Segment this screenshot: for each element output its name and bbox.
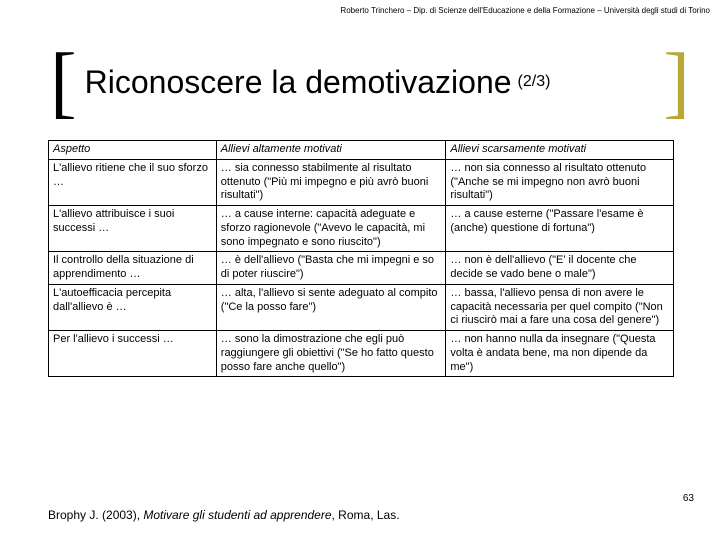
title-container: [ Riconoscere la demotivazione (2/3) ] <box>50 58 690 106</box>
motivation-table: Aspetto Allievi altamente motivati Allie… <box>48 140 674 377</box>
cell-high: … sono la dimostrazione che egli può rag… <box>216 331 446 377</box>
bracket-right-icon: ] <box>663 58 690 106</box>
table-row: L'allievo ritiene che il suo sforzo … … … <box>49 159 674 205</box>
col-header-aspetto: Aspetto <box>49 141 217 160</box>
cell-high: … è dell'allievo ("Basta che mi impegni … <box>216 252 446 285</box>
col-header-motivati: Allievi altamente motivati <box>216 141 446 160</box>
cell-high: … alta, l'allievo si sente adeguato al c… <box>216 284 446 330</box>
cell-aspect: L'autoefficacia percepita dall'allievo è… <box>49 284 217 330</box>
table-header-row: Aspetto Allievi altamente motivati Allie… <box>49 141 674 160</box>
cell-low: … non è dell'allievo ("E' il docente che… <box>446 252 674 285</box>
col-header-scarsamente: Allievi scarsamente motivati <box>446 141 674 160</box>
cell-high: … a cause interne: capacità adeguate e s… <box>216 206 446 252</box>
page-title: Riconoscere la demotivazione <box>85 64 512 101</box>
citation: Brophy J. (2003), Motivare gli studenti … <box>48 508 400 522</box>
cell-aspect: Per l'allievo i successi … <box>49 331 217 377</box>
table-row: L'allievo attribuisce i suoi successi … … <box>49 206 674 252</box>
cell-aspect: Il controllo della situazione di apprend… <box>49 252 217 285</box>
cell-high: … sia connesso stabilmente al risultato … <box>216 159 446 205</box>
table-row: Per l'allievo i successi … … sono la dim… <box>49 331 674 377</box>
cell-low: … non hanno nulla da insegnare ("Questa … <box>446 331 674 377</box>
bracket-left-icon: [ <box>50 58 77 106</box>
header-attribution: Roberto Trinchero – Dip. di Scienze dell… <box>340 6 710 15</box>
title-pagination: (2/3) <box>518 73 551 91</box>
page-number: 63 <box>683 493 694 504</box>
table-row: Il controllo della situazione di apprend… <box>49 252 674 285</box>
citation-publisher: , Roma, Las. <box>332 508 400 522</box>
citation-author: Brophy J. (2003), <box>48 508 143 522</box>
cell-low: … a cause esterne ("Passare l'esame è (a… <box>446 206 674 252</box>
citation-title: Motivare gli studenti ad apprendere <box>143 508 331 522</box>
cell-aspect: L'allievo attribuisce i suoi successi … <box>49 206 217 252</box>
table-row: L'autoefficacia percepita dall'allievo è… <box>49 284 674 330</box>
cell-aspect: L'allievo ritiene che il suo sforzo … <box>49 159 217 205</box>
cell-low: … bassa, l'allievo pensa di non avere le… <box>446 284 674 330</box>
cell-low: … non sia connesso al risultato ottenuto… <box>446 159 674 205</box>
